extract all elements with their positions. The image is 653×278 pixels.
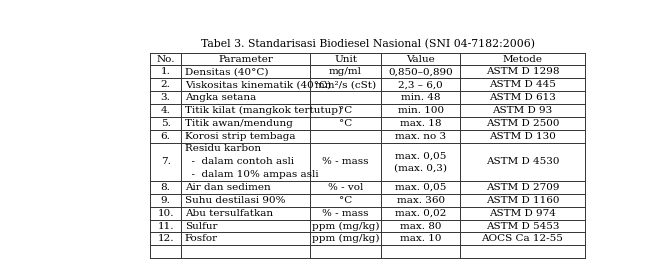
Text: -  dalam contoh asli: - dalam contoh asli [185, 157, 294, 166]
Text: Viskositas kinematik (40°C): Viskositas kinematik (40°C) [185, 80, 331, 89]
Text: 3.: 3. [161, 93, 170, 102]
Text: Tabel 3. Standarisasi Biodiesel Nasional (SNI 04-7182:2006): Tabel 3. Standarisasi Biodiesel Nasional… [200, 39, 535, 49]
Text: ASTM D 1160: ASTM D 1160 [486, 196, 559, 205]
Text: max. 80: max. 80 [400, 222, 441, 230]
Text: 0,850–0,890: 0,850–0,890 [389, 67, 453, 76]
Text: ASTM D 1298: ASTM D 1298 [486, 67, 559, 76]
Text: 7.: 7. [161, 157, 170, 166]
Text: ASTM D 130: ASTM D 130 [489, 131, 556, 141]
Text: Residu karbon: Residu karbon [185, 144, 261, 153]
Text: min. 100: min. 100 [398, 106, 444, 115]
Text: AOCS Ca 12-55: AOCS Ca 12-55 [481, 234, 564, 243]
Text: ASTM D 5453: ASTM D 5453 [486, 222, 559, 230]
Text: Densitas (40°C): Densitas (40°C) [185, 67, 268, 76]
Text: 10.: 10. [157, 209, 174, 218]
Text: Angka setana: Angka setana [185, 93, 256, 102]
Text: % - vol: % - vol [328, 183, 363, 192]
Text: Metode: Metode [503, 54, 543, 64]
Text: ASTM D 2500: ASTM D 2500 [486, 119, 559, 128]
Text: No.: No. [156, 54, 175, 64]
Text: 4.: 4. [161, 106, 170, 115]
Text: Korosi strip tembaga: Korosi strip tembaga [185, 131, 295, 141]
Text: mg/ml: mg/ml [329, 67, 362, 76]
Text: ASTM D 445: ASTM D 445 [489, 80, 556, 89]
Text: ASTM D 2709: ASTM D 2709 [486, 183, 559, 192]
Text: max. 10: max. 10 [400, 234, 441, 243]
Text: 2,3 – 6,0: 2,3 – 6,0 [398, 80, 443, 89]
Text: 8.: 8. [161, 183, 170, 192]
Text: 6.: 6. [161, 131, 170, 141]
Text: Parameter: Parameter [218, 54, 273, 64]
Text: 1.: 1. [161, 67, 170, 76]
Text: max. 0,02: max. 0,02 [395, 209, 447, 218]
Text: °C: °C [339, 196, 352, 205]
Text: °C: °C [339, 119, 352, 128]
Text: ASTM D 4530: ASTM D 4530 [486, 157, 559, 166]
Text: ASTM D 974: ASTM D 974 [489, 209, 556, 218]
Text: 9.: 9. [161, 196, 170, 205]
Text: Abu tersulfatkan: Abu tersulfatkan [185, 209, 273, 218]
Text: max. 18: max. 18 [400, 119, 441, 128]
Text: mm²/s (cSt): mm²/s (cSt) [315, 80, 376, 89]
Text: (max. 0,3): (max. 0,3) [394, 163, 447, 172]
Text: Value: Value [406, 54, 435, 64]
Text: max. 360: max. 360 [396, 196, 445, 205]
Text: max. 0,05: max. 0,05 [395, 152, 447, 160]
Text: Unit: Unit [334, 54, 357, 64]
Text: ASTM D 613: ASTM D 613 [489, 93, 556, 102]
Text: % - mass: % - mass [323, 157, 369, 166]
Text: Titik kilat (mangkok tertutup): Titik kilat (mangkok tertutup) [185, 106, 342, 115]
Text: Fosfor: Fosfor [185, 234, 218, 243]
Text: -  dalam 10% ampas asli: - dalam 10% ampas asli [185, 170, 319, 179]
Text: 2.: 2. [161, 80, 170, 89]
Text: 11.: 11. [157, 222, 174, 230]
Text: °C: °C [339, 106, 352, 115]
Text: 12.: 12. [157, 234, 174, 243]
Text: max. no 3: max. no 3 [395, 131, 446, 141]
Text: Air dan sedimen: Air dan sedimen [185, 183, 270, 192]
Text: max. 0,05: max. 0,05 [395, 183, 447, 192]
Text: ASTM D 93: ASTM D 93 [492, 106, 552, 115]
Text: ppm (mg/kg): ppm (mg/kg) [312, 234, 379, 244]
Text: % - mass: % - mass [323, 209, 369, 218]
Text: 5.: 5. [161, 119, 170, 128]
Text: Titik awan/mendung: Titik awan/mendung [185, 119, 293, 128]
Text: min. 48: min. 48 [401, 93, 440, 102]
Text: Suhu destilasi 90%: Suhu destilasi 90% [185, 196, 285, 205]
Text: ppm (mg/kg): ppm (mg/kg) [312, 222, 379, 230]
Text: Sulfur: Sulfur [185, 222, 217, 230]
